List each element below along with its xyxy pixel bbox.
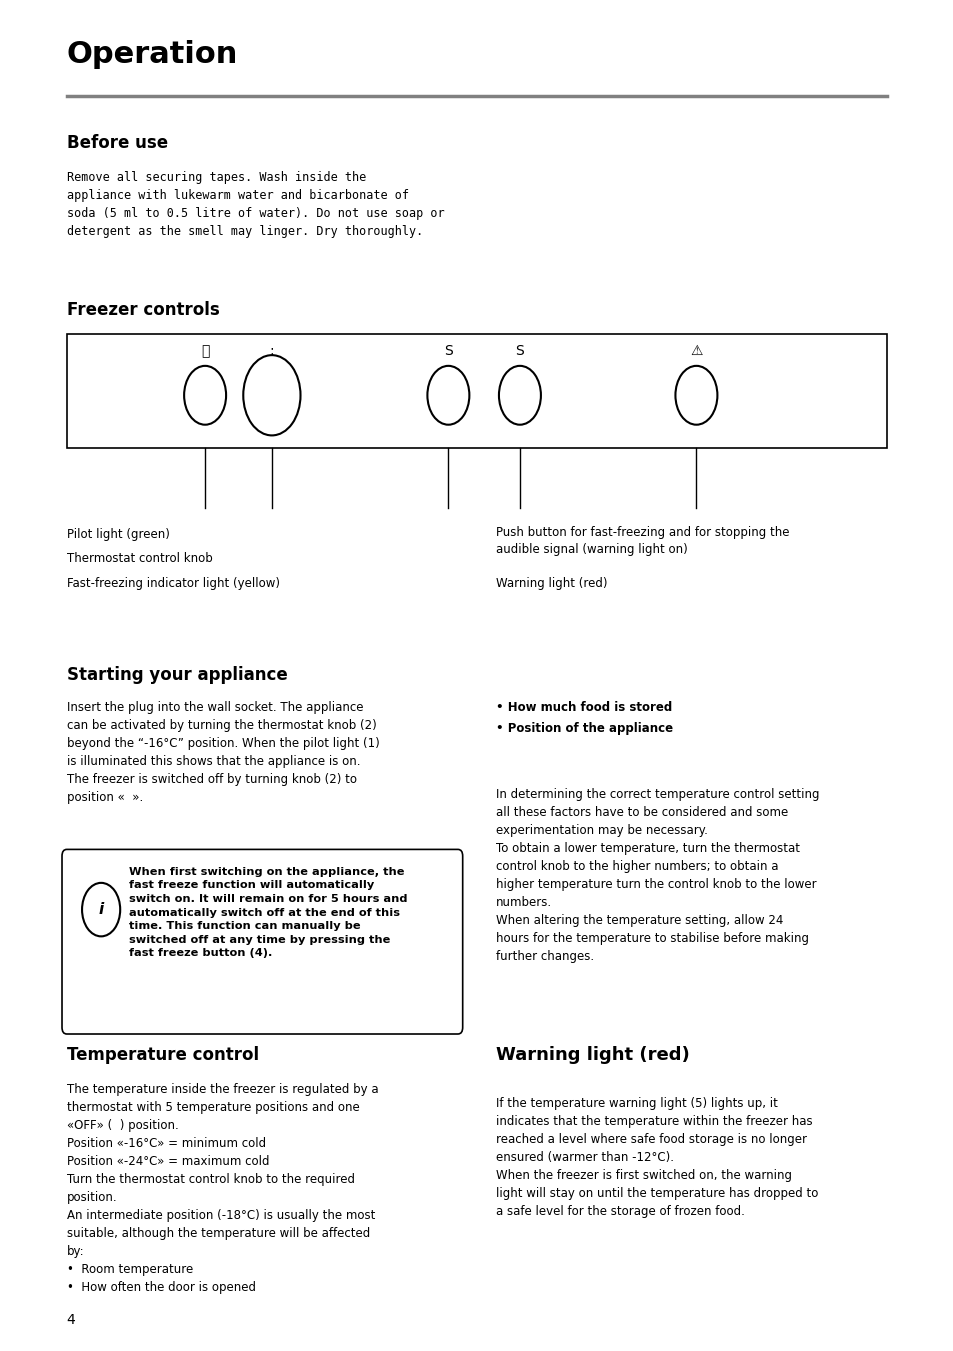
Text: Fast-freezing indicator light (yellow): Fast-freezing indicator light (yellow) <box>67 577 279 589</box>
Text: Insert the plug into the wall socket. The appliance
can be activated by turning : Insert the plug into the wall socket. Th… <box>67 701 379 804</box>
Text: Thermostat control knob: Thermostat control knob <box>67 553 213 566</box>
Text: S: S <box>443 343 453 358</box>
Text: Operation: Operation <box>67 41 238 69</box>
Text: If the temperature warning light (5) lights up, it
indicates that the temperatur: If the temperature warning light (5) lig… <box>496 1097 818 1217</box>
Text: In determining the correct temperature control setting
all these factors have to: In determining the correct temperature c… <box>496 788 819 963</box>
Text: Warning light (red): Warning light (red) <box>496 577 607 589</box>
Text: Freezer controls: Freezer controls <box>67 301 219 319</box>
Text: ⚠: ⚠ <box>689 343 702 358</box>
Text: When first switching on the appliance, the
fast freeze function will automatical: When first switching on the appliance, t… <box>129 867 407 958</box>
Text: i: i <box>98 902 104 917</box>
Text: Starting your appliance: Starting your appliance <box>67 666 287 684</box>
Text: S: S <box>515 343 524 358</box>
FancyBboxPatch shape <box>62 850 462 1034</box>
Text: Pilot light (green): Pilot light (green) <box>67 528 170 542</box>
Text: ⓞ: ⓞ <box>201 343 209 358</box>
Text: Temperature control: Temperature control <box>67 1046 258 1065</box>
Text: Push button for fast-freezing and for stopping the
audible signal (warning light: Push button for fast-freezing and for st… <box>496 526 789 557</box>
Text: • How much food is stored
• Position of the appliance: • How much food is stored • Position of … <box>496 701 673 735</box>
Text: 4: 4 <box>67 1313 75 1327</box>
Text: The temperature inside the freezer is regulated by a
thermostat with 5 temperatu: The temperature inside the freezer is re… <box>67 1084 378 1294</box>
Text: :: : <box>270 343 274 358</box>
Text: Before use: Before use <box>67 134 168 151</box>
FancyBboxPatch shape <box>67 335 886 449</box>
Text: Warning light (red): Warning light (red) <box>496 1046 689 1065</box>
Text: Remove all securing tapes. Wash inside the
appliance with lukewarm water and bic: Remove all securing tapes. Wash inside t… <box>67 172 444 238</box>
